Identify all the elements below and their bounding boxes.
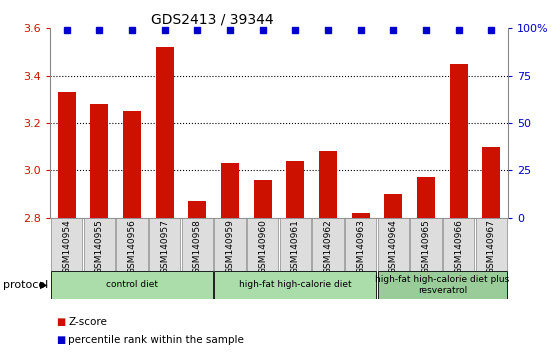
Text: GSM140963: GSM140963 (356, 219, 365, 274)
Text: percentile rank within the sample: percentile rank within the sample (68, 335, 244, 345)
Text: GSM140956: GSM140956 (127, 219, 136, 274)
FancyBboxPatch shape (443, 218, 474, 271)
Bar (156, 47, 174, 218)
FancyBboxPatch shape (116, 218, 148, 271)
Text: ▶: ▶ (40, 280, 47, 290)
Text: Z-score: Z-score (68, 317, 107, 327)
Text: GSM140966: GSM140966 (454, 219, 463, 274)
FancyBboxPatch shape (181, 218, 213, 271)
Text: GSM140967: GSM140967 (487, 219, 496, 274)
FancyBboxPatch shape (378, 271, 507, 299)
FancyBboxPatch shape (51, 218, 82, 271)
FancyBboxPatch shape (378, 218, 409, 271)
Bar (450, 64, 468, 218)
Text: control diet: control diet (106, 280, 158, 290)
Bar (483, 147, 501, 218)
FancyBboxPatch shape (476, 218, 507, 271)
Bar (254, 180, 272, 218)
Text: GSM140964: GSM140964 (389, 219, 398, 274)
Text: GSM140954: GSM140954 (62, 219, 71, 274)
Bar (384, 194, 402, 218)
Text: GSM140955: GSM140955 (95, 219, 104, 274)
Bar (90, 104, 108, 218)
FancyBboxPatch shape (410, 218, 442, 271)
Bar (57, 92, 75, 218)
Bar (352, 213, 370, 218)
Bar (319, 152, 337, 218)
FancyBboxPatch shape (312, 218, 344, 271)
FancyBboxPatch shape (84, 218, 115, 271)
FancyBboxPatch shape (345, 218, 377, 271)
Text: GSM140965: GSM140965 (422, 219, 431, 274)
Text: GSM140961: GSM140961 (291, 219, 300, 274)
Text: high-fat high-calorie diet plus
resveratrol: high-fat high-calorie diet plus resverat… (376, 275, 509, 295)
FancyBboxPatch shape (51, 271, 213, 299)
FancyBboxPatch shape (149, 218, 180, 271)
Bar (286, 161, 304, 218)
Text: GSM140958: GSM140958 (193, 219, 202, 274)
Text: GSM140959: GSM140959 (225, 219, 234, 274)
FancyBboxPatch shape (214, 271, 377, 299)
Text: GSM140957: GSM140957 (160, 219, 169, 274)
Text: GSM140962: GSM140962 (324, 219, 333, 274)
FancyBboxPatch shape (280, 218, 311, 271)
Text: GDS2413 / 39344: GDS2413 / 39344 (151, 12, 273, 27)
Bar (417, 177, 435, 218)
FancyBboxPatch shape (214, 218, 246, 271)
Text: GSM140960: GSM140960 (258, 219, 267, 274)
Bar (221, 163, 239, 218)
Text: ■: ■ (56, 335, 65, 345)
Text: ■: ■ (56, 317, 65, 327)
Bar (123, 111, 141, 218)
FancyBboxPatch shape (247, 218, 278, 271)
Bar (188, 201, 206, 218)
Text: protocol: protocol (3, 280, 48, 290)
Text: high-fat high-calorie diet: high-fat high-calorie diet (239, 280, 352, 290)
